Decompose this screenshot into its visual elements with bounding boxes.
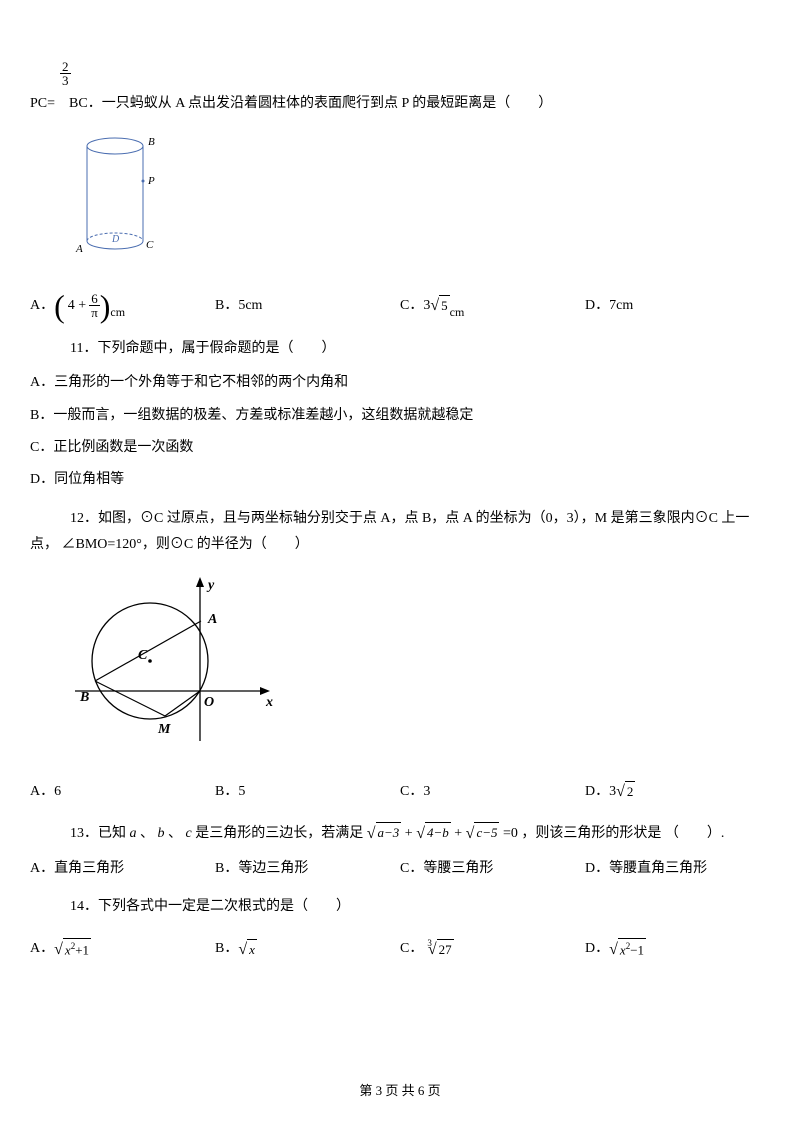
q14-b-prefix: B． (215, 938, 238, 960)
q10-c-coef: 3 (423, 295, 430, 317)
q13-rad2: 4−b (425, 822, 451, 844)
q11-c: C．正比例函数是一次函数 (30, 437, 770, 459)
q13-rad1: a−3 (376, 822, 402, 844)
q14-d-prefix: D． (585, 938, 609, 960)
q14-c-idx: 3 (427, 936, 432, 950)
q13-sep2: 、 (168, 826, 182, 841)
q14-options: A． √x2+1 B． √x C． 3 √27 D． √x2−1 (30, 937, 770, 963)
q12-d-coef: 3 (609, 781, 616, 803)
q12-stem1: 12．如图，⊙C 过原点，且与两坐标轴分别交于点 A，点 B，点 A 的坐标为（… (70, 508, 770, 530)
q13-a-var: a (130, 826, 137, 841)
q10-b: B．5cm (215, 295, 262, 317)
q12-figure: y x A C B M O (70, 571, 280, 751)
q12-d-rad: 2 (625, 781, 636, 803)
q10-a-frac-den: π (89, 306, 100, 319)
q13-plus2: + (454, 826, 462, 841)
q14-opt-d: D． √x2−1 (585, 937, 770, 963)
q13-options: A．直角三角形 B．等边三角形 C．等腰三角形 D．等腰直角三角形 (30, 858, 770, 880)
q14-opt-a: A． √x2+1 (30, 937, 215, 963)
svg-text:D: D (111, 234, 120, 245)
q10-prefix: PC= (30, 96, 55, 111)
q11-stem: 11．下列命题中，属于假命题的是（ ） (70, 338, 770, 360)
q12-opt-d: D． 3 √2 (585, 779, 770, 805)
q11-d: D．同位角相等 (30, 469, 770, 491)
q14-c-rad: 27 (437, 939, 454, 961)
q13-opt-c: C．等腰三角形 (400, 858, 585, 880)
q10-opt-a: A． ( 4 + 6 π ) cm (30, 290, 215, 322)
q12-m-label: M (157, 722, 171, 737)
q13-stem: 13．已知 a 、 b 、 c 是三角形的三边长，若满足 √a−3 + √4−b… (70, 821, 770, 847)
q10-a-frac-num: 6 (89, 292, 100, 305)
q12-opt-a: A．6 (30, 779, 215, 805)
cylinder-figure: B P C A D (70, 131, 180, 261)
q14-a-suf: +1 (75, 942, 89, 957)
q12-opt-b: B．5 (215, 779, 400, 805)
q10-text: BC．一只蚂蚁从 A 点出发沿着圆柱体的表面爬行到点 P 的最短距离是（ ） (69, 96, 552, 111)
q13-b-var: b (158, 826, 165, 841)
q10-opt-b: B．5cm (215, 290, 400, 322)
q13-opt-a: A．直角三角形 (30, 858, 215, 880)
q12-d-prefix: D． (585, 781, 609, 803)
q10-opt-d: D．7cm (585, 290, 770, 322)
q14-stem: 14．下列各式中一定是二次根式的是（ ） (70, 896, 770, 918)
q10-frac-line: 2 3 (60, 60, 770, 87)
q10-frac: 2 3 (60, 60, 71, 87)
q10-frac-num: 2 (60, 60, 71, 73)
q12-y: y (206, 578, 215, 593)
q13-opt-b: B．等边三角形 (215, 858, 400, 880)
q13-c-var: c (186, 826, 192, 841)
q14-opt-b: B． √x (215, 937, 400, 963)
q14-d-suf: −1 (630, 942, 644, 957)
q14-opt-c: C． 3 √27 (400, 937, 585, 963)
q13-pre: 13．已知 (70, 826, 126, 841)
q10-a-prefix: A． (30, 295, 54, 317)
q12-opt-c: C．3 (400, 779, 585, 805)
q11-a: A．三角形的一个外角等于和它不相邻的两个内角和 (30, 372, 770, 394)
page-footer: 第 3 页 共 6 页 (0, 1081, 800, 1102)
q13-plus1: + (405, 826, 413, 841)
q10-a-unit: cm (110, 303, 125, 322)
q12-a-label: A (207, 612, 217, 627)
cyl-label-a: A (75, 243, 83, 255)
q14-b-rad: x (247, 939, 257, 961)
q11-b: B．一般而言，一组数据的极差、方差或标准差越小，这组数据就越稳定 (30, 405, 770, 427)
q12-stem2: 点， ∠BMO=120°，则⊙C 的半径为（ ） (30, 534, 770, 556)
cyl-label-c: C (146, 239, 154, 251)
q13-rad3: c−5 (474, 822, 499, 844)
q14-a-prefix: A． (30, 938, 54, 960)
cyl-label-p: P (147, 175, 155, 187)
q10-stem: PC= BC．一只蚂蚁从 A 点出发沿着圆柱体的表面爬行到点 P 的最短距离是（… (30, 93, 770, 115)
q10-d: D．7cm (585, 295, 633, 317)
q13-post: ，则该三角形的形状是 （ ）. (521, 826, 724, 841)
q12-c-label: C (138, 648, 148, 663)
q12-x: x (265, 695, 273, 710)
cyl-label-b: B (148, 136, 155, 148)
q10-opt-c: C． 3 √5 cm (400, 290, 585, 322)
q13-mid: 是三角形的三边长，若满足 (195, 826, 363, 841)
q12-o-label: O (204, 695, 214, 710)
q10-c-unit: cm (450, 303, 465, 322)
q10-frac-den: 3 (60, 74, 71, 87)
q10-c-rad: 5 (439, 295, 450, 317)
q12-options: A．6 B．5 C．3 D． 3 √2 (30, 779, 770, 805)
q13-sep1: 、 (140, 826, 154, 841)
q14-c-prefix: C． (400, 938, 423, 960)
q12-b-label: B (79, 690, 89, 705)
q10-a-val: 4 + (68, 295, 86, 317)
q13-opt-d: D．等腰直角三角形 (585, 858, 770, 880)
q13-eq: =0 (503, 826, 518, 841)
q10-c-prefix: C． (400, 295, 423, 317)
q10-options: A． ( 4 + 6 π ) cm B．5cm C． 3 √5 cm D．7cm (30, 290, 770, 322)
